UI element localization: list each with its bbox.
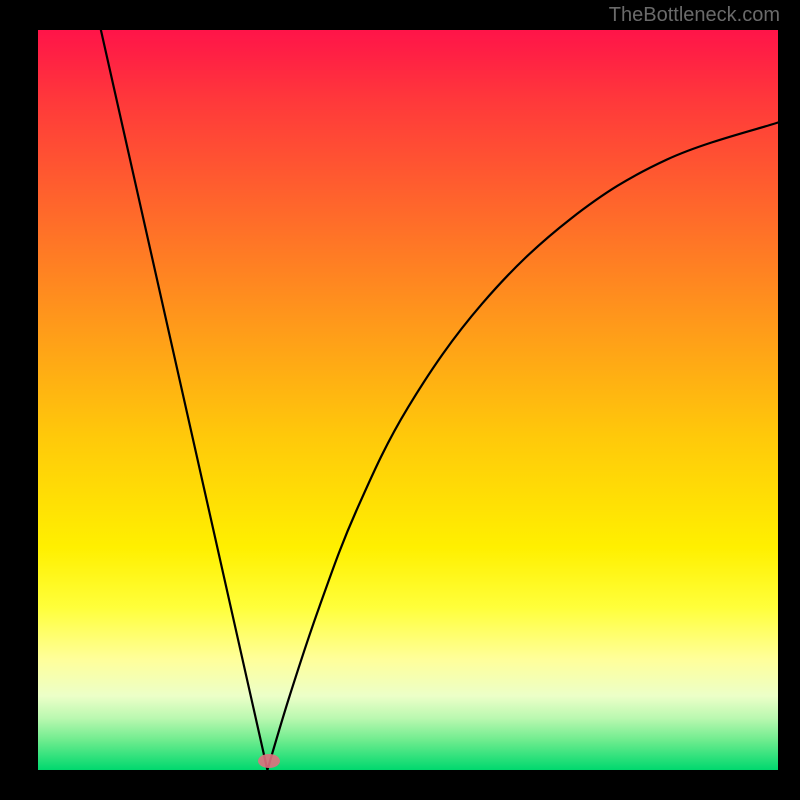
- bottleneck-curve: [38, 30, 778, 770]
- curve-path: [101, 30, 778, 770]
- minimum-marker: [258, 754, 280, 768]
- plot-area: [38, 30, 778, 770]
- watermark-text: TheBottleneck.com: [609, 4, 780, 27]
